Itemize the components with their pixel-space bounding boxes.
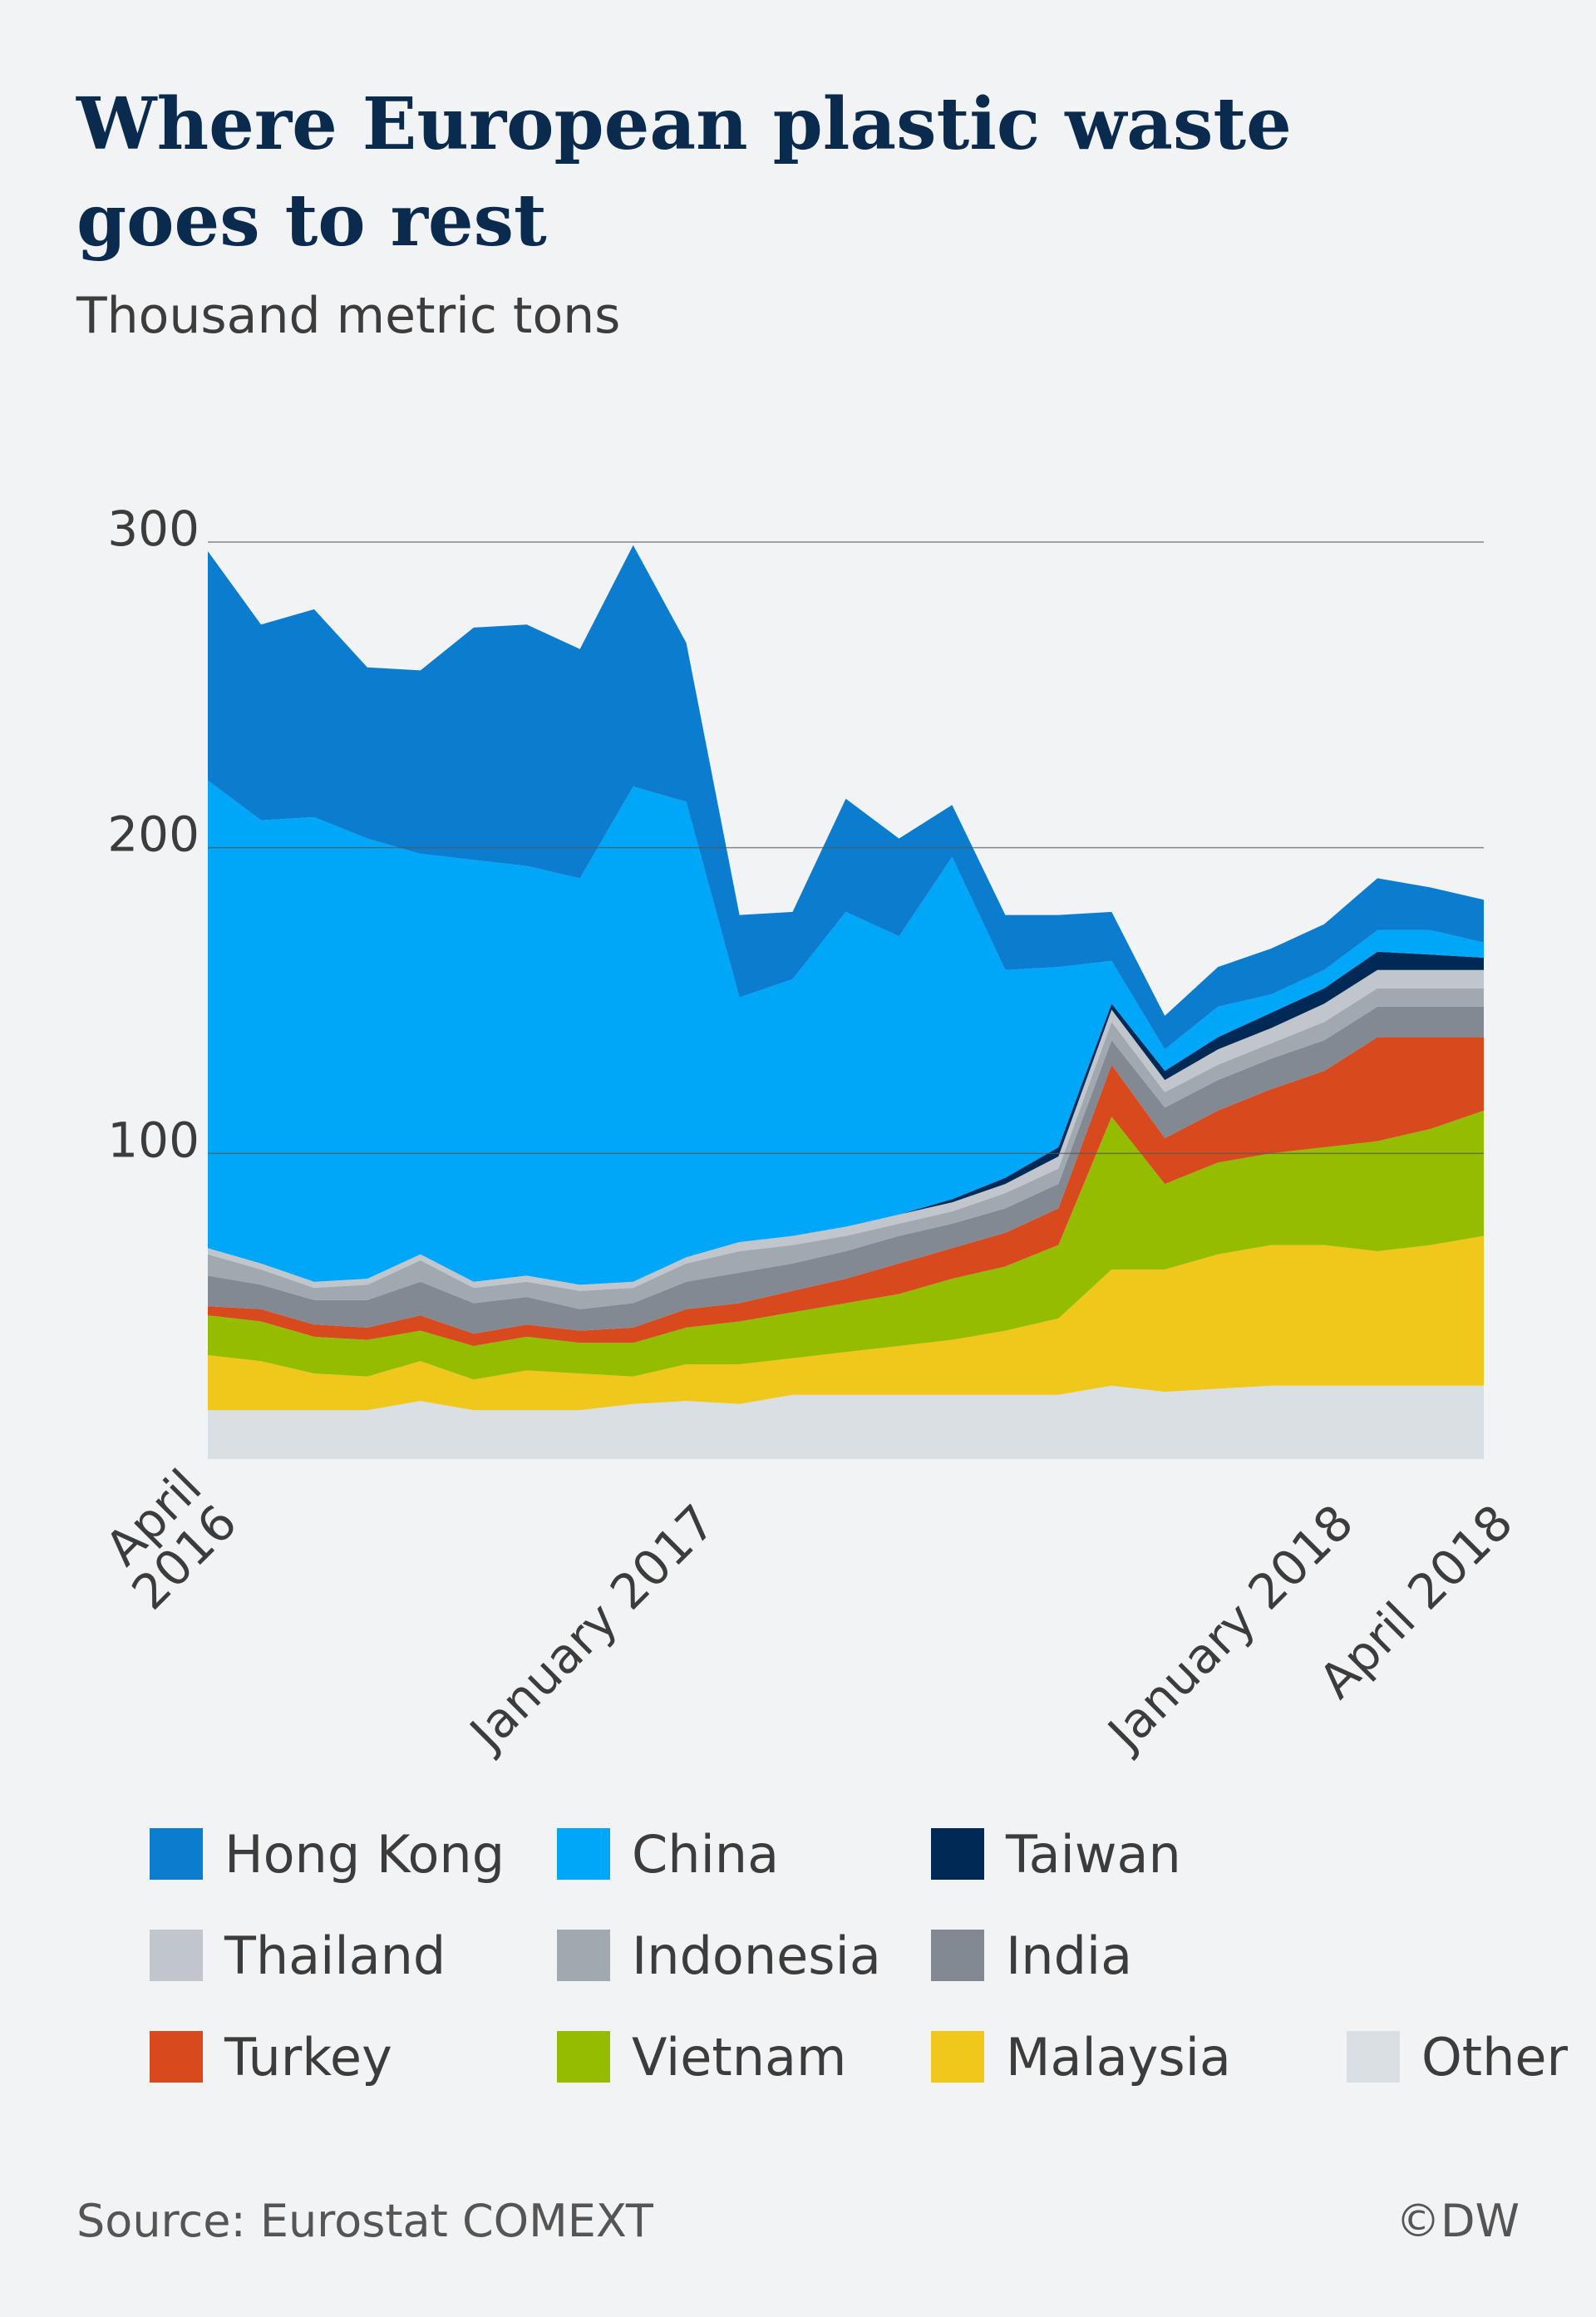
stacked-area-chart: 100 200 300 April2016 January 2017 January 2… xyxy=(86,500,1524,1762)
legend-item-hong-kong: Hong Kong xyxy=(150,1823,557,1885)
area-china xyxy=(208,780,1484,1285)
legend-label-turkey: Turkey xyxy=(224,2026,392,2088)
x-tick-label: April2016 xyxy=(86,1458,248,1620)
legend-item-other: Other xyxy=(1347,2026,1596,2088)
chart-subtitle: Thousand metric tons xyxy=(76,287,621,345)
legend-label-malaysia: Malaysia xyxy=(1006,2026,1231,2088)
dw-credit: ©DW xyxy=(1396,2195,1520,2247)
legend-item-india: India xyxy=(931,1925,1347,1986)
source-note: Source: Eurostat COMEXT xyxy=(76,2195,653,2247)
legend-swatch-thailand xyxy=(150,1930,203,1981)
legend-swatch-taiwan xyxy=(931,1828,984,1880)
legend-label-hong-kong: Hong Kong xyxy=(224,1823,505,1885)
legend-item-taiwan: Taiwan xyxy=(931,1823,1347,1885)
legend-label-india: India xyxy=(1006,1925,1133,1986)
x-tick-label: January 2017 xyxy=(457,1494,726,1762)
area-india xyxy=(208,1006,1484,1334)
legend-item-vietnam: Vietnam xyxy=(557,2026,931,2088)
legend-spacer xyxy=(1347,1926,1596,1984)
area-malaysia xyxy=(208,1235,1484,1411)
legend-swatch-malaysia xyxy=(931,2031,984,2083)
y-tick-label: 300 xyxy=(107,500,200,557)
area-turkey xyxy=(208,1037,1484,1346)
legend-label-vietnam: Vietnam xyxy=(632,2026,847,2088)
area-other xyxy=(208,1385,1484,1459)
legend-item-turkey: Turkey xyxy=(150,2026,557,2088)
legend-swatch-china xyxy=(557,1828,610,1880)
legend-spacer xyxy=(1347,1825,1596,1883)
legend-label-indonesia: Indonesia xyxy=(632,1925,881,1986)
area-vietnam xyxy=(208,1110,1484,1380)
legend-label-thailand: Thailand xyxy=(224,1925,446,1986)
legend-swatch-vietnam xyxy=(557,2031,610,2083)
legend-item-china: China xyxy=(557,1823,931,1885)
legend-item-thailand: Thailand xyxy=(150,1925,557,1986)
legend-swatch-turkey xyxy=(150,2031,203,2083)
legend: Hong Kong China Taiwan Thailand Indonesi… xyxy=(150,1823,1579,2088)
gridlines xyxy=(208,541,1484,1155)
y-tick-label: 200 xyxy=(107,806,200,863)
legend-swatch-hong-kong xyxy=(150,1828,203,1880)
legend-item-malaysia: Malaysia xyxy=(931,2026,1347,2088)
legend-swatch-indonesia xyxy=(557,1930,610,1981)
legend-swatch-india xyxy=(931,1930,984,1981)
legend-label-other: Other xyxy=(1421,2026,1569,2088)
y-tick-label: 100 xyxy=(107,1112,200,1168)
area-hong-kong xyxy=(208,545,1484,1050)
legend-swatch-other xyxy=(1347,2031,1400,2083)
area-indonesia xyxy=(208,988,1484,1309)
x-tick-label: January 2018 xyxy=(1096,1494,1364,1762)
area-layers xyxy=(208,545,1484,1459)
legend-label-china: China xyxy=(632,1823,780,1885)
legend-label-taiwan: Taiwan xyxy=(1006,1823,1181,1885)
y-axis-ticks: 100 200 300 xyxy=(107,500,200,1168)
legend-item-indonesia: Indonesia xyxy=(557,1925,931,1986)
chart-title: Where European plastic waste goes to res… xyxy=(76,82,1292,263)
